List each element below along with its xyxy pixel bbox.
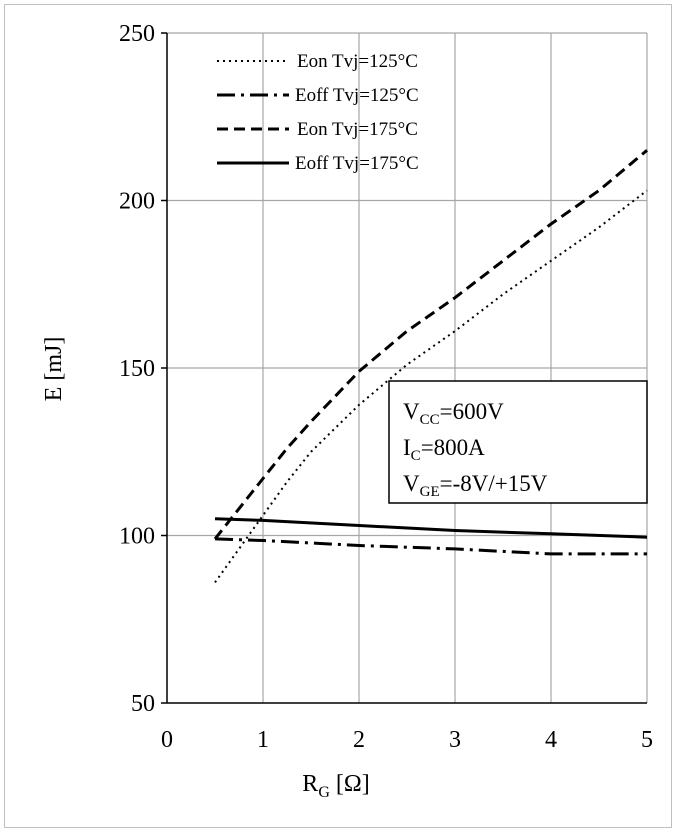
x-axis-title-unit: [Ω] <box>330 771 370 797</box>
x-tick-label: 2 <box>353 727 365 753</box>
conditions-box: VCC=600V IC=800A VGE=-8V/+15V <box>388 380 648 504</box>
y-tick-labels: 50 100 150 200 250 <box>119 21 155 717</box>
x-tick-labels: 0 1 2 3 4 5 <box>161 727 653 753</box>
y-tick-label: 250 <box>119 21 155 47</box>
chart: 0 1 2 3 4 5 50 100 150 200 250 E [mJ] RG [Ω] Eon … <box>41 21 653 801</box>
x-axis-title: RG [Ω] <box>302 771 369 801</box>
conditions-vge: VGE=-8V/+15V <box>403 471 548 500</box>
x-tick-label: 4 <box>545 727 557 753</box>
legend: Eon Tvj=125°C Eoff Tvj=125°C Eon Tvj=175°C… <box>217 51 419 174</box>
legend-label-0: Eon Tvj=125°C <box>297 51 418 72</box>
x-tick-label: 1 <box>257 727 269 753</box>
legend-label-1: Eoff Tvj=125°C <box>295 85 419 106</box>
conditions-ic: IC=800A <box>403 435 485 464</box>
y-tick-label: 100 <box>119 524 155 550</box>
series-line-3 <box>214 517 648 539</box>
conditions-vcc: VCC=600V <box>403 399 504 428</box>
x-axis-title-main: R <box>302 771 318 797</box>
grid-lines <box>167 32 648 703</box>
x-tick-label: 0 <box>161 727 173 753</box>
series-line-2 <box>213 149 648 540</box>
legend-label-3: Eoff Tvj=175°C <box>295 153 419 174</box>
x-tick-label: 3 <box>449 727 461 753</box>
y-axis-title: E [mJ] <box>41 337 67 402</box>
series-lines <box>213 149 648 583</box>
axes <box>161 32 647 704</box>
y-tick-label: 150 <box>119 356 155 382</box>
x-tick-label: 5 <box>641 727 653 753</box>
legend-label-2: Eon Tvj=175°C <box>297 119 418 140</box>
x-axis-title-sub: G <box>318 784 330 801</box>
series-line-1 <box>214 537 647 556</box>
y-tick-label: 200 <box>119 189 155 215</box>
conditions-box-border <box>388 380 648 504</box>
chart-frame: 0 1 2 3 4 5 50 100 150 200 250 E [mJ] RG [Ω] Eon … <box>4 4 672 828</box>
y-tick-label: 50 <box>131 691 155 717</box>
